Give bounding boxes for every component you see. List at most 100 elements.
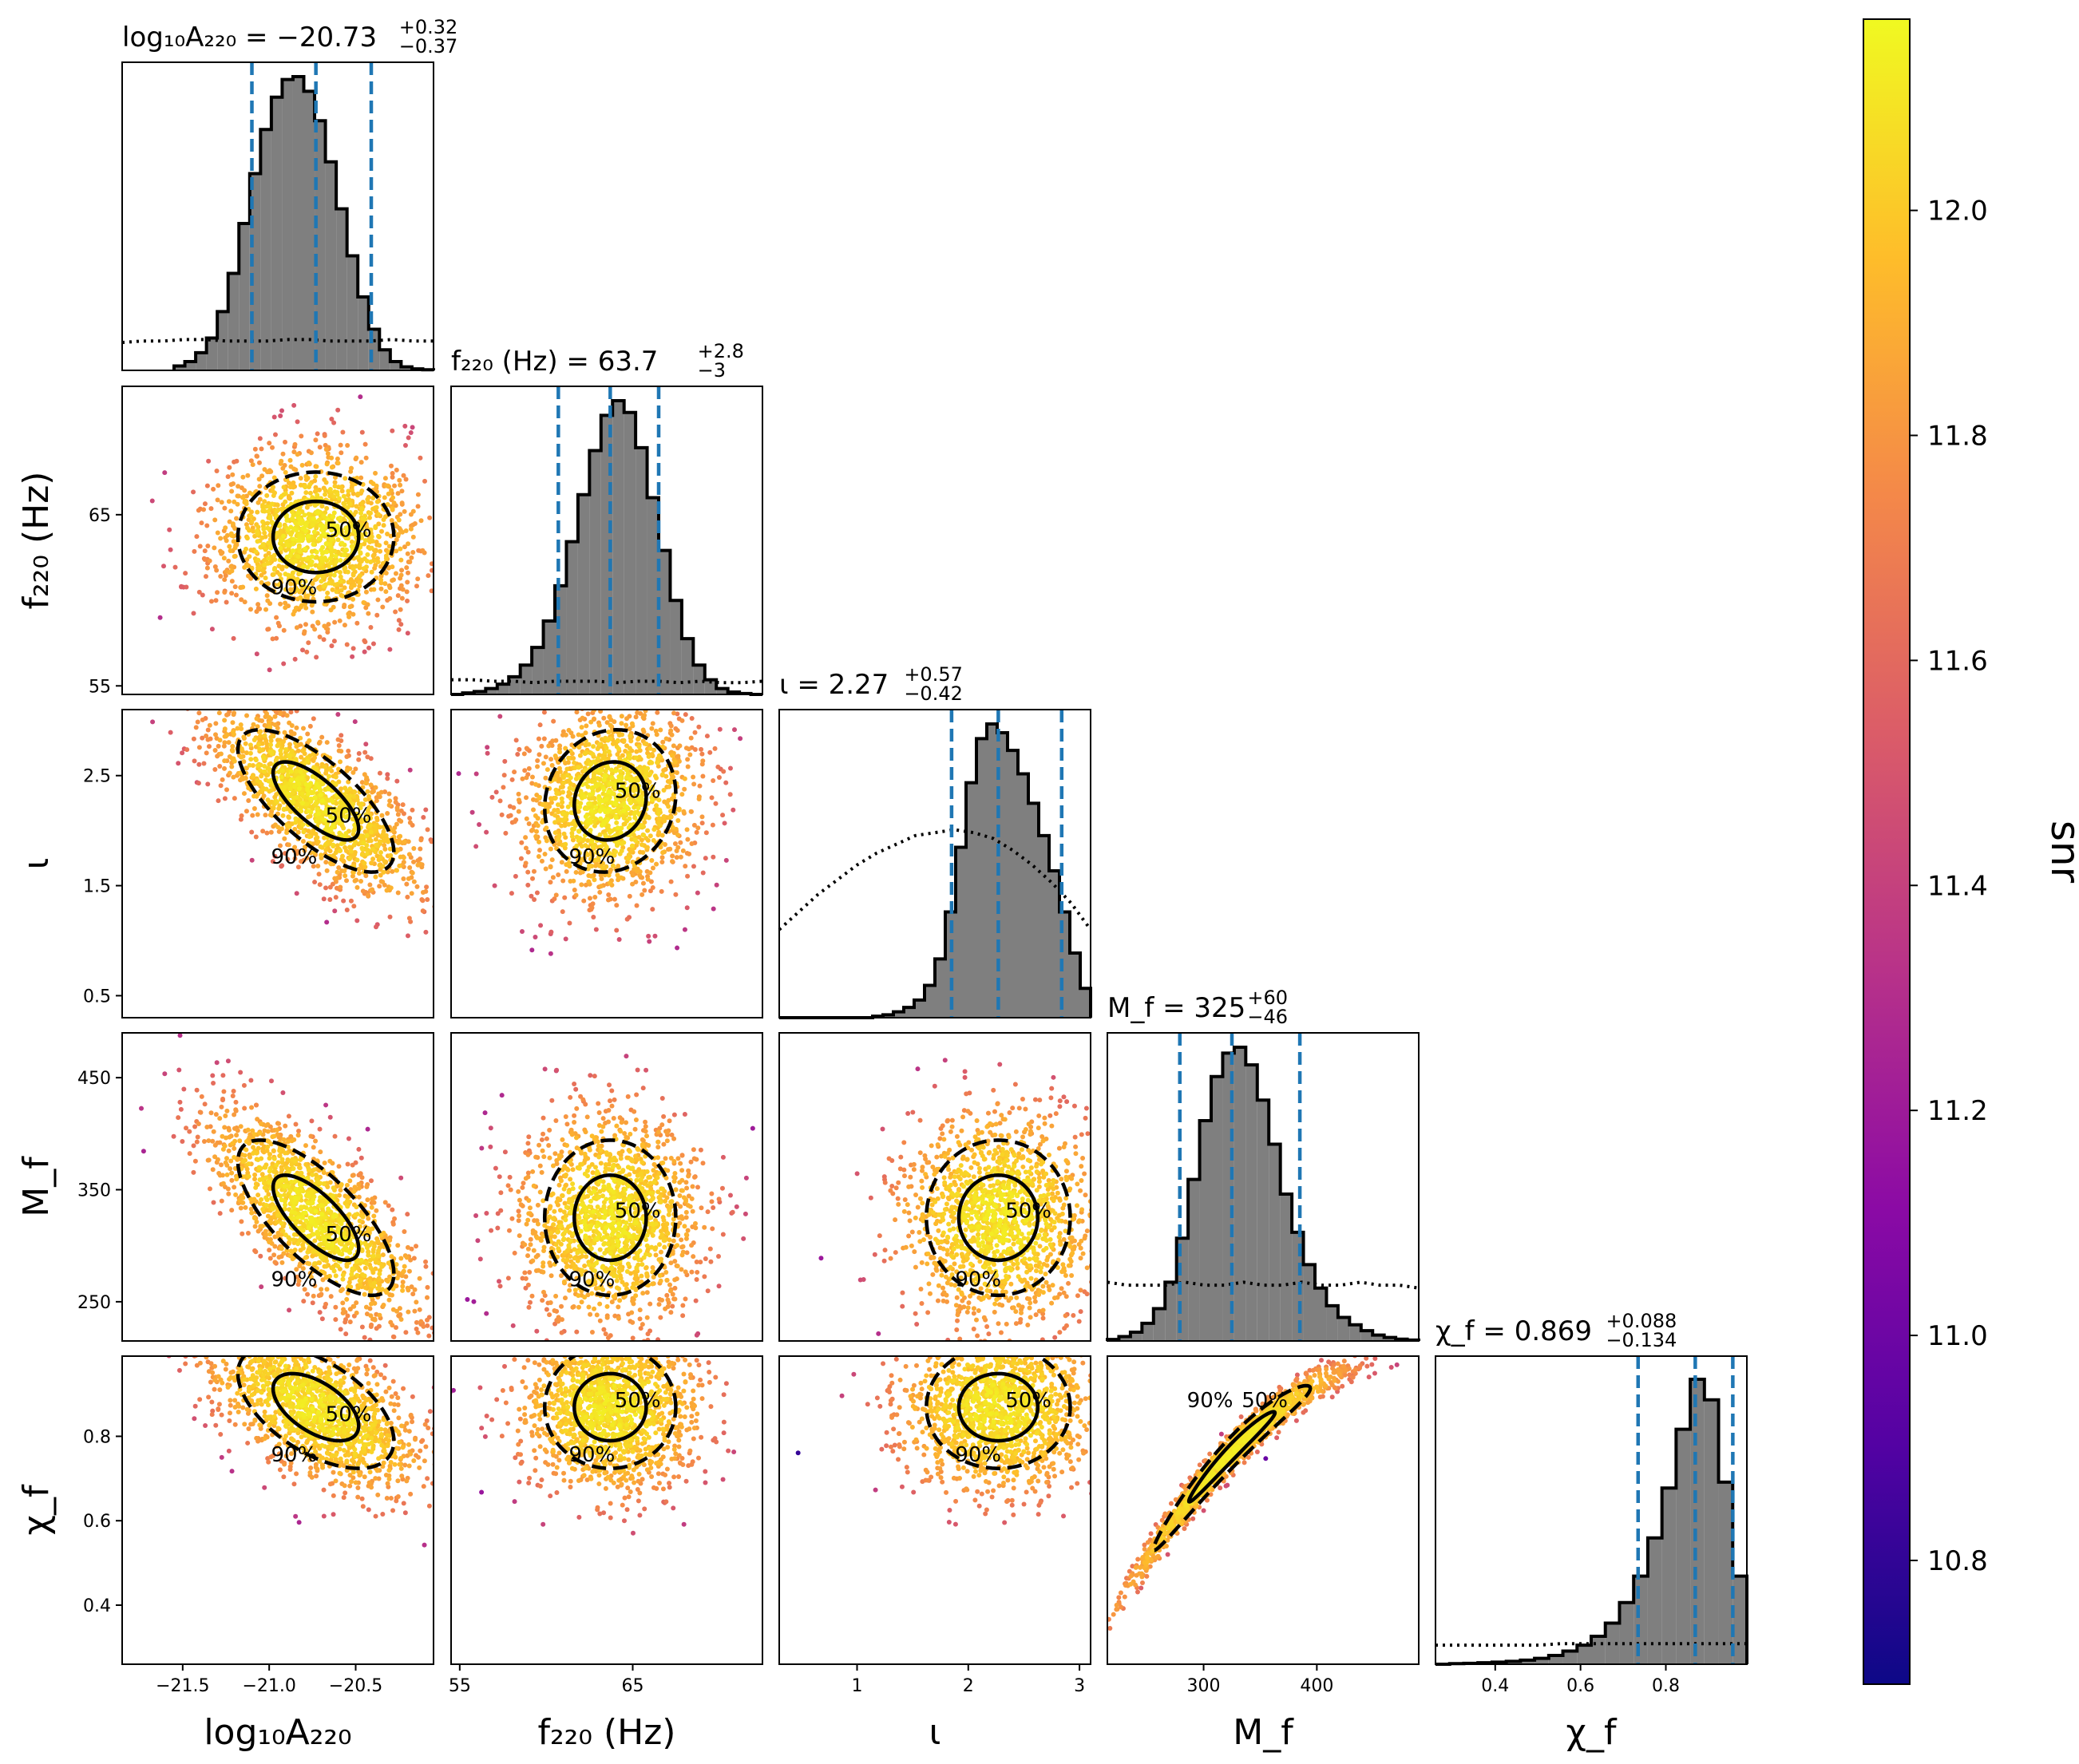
scatter-point xyxy=(695,825,701,831)
scatter-point xyxy=(216,798,221,804)
scatter-point xyxy=(689,840,695,846)
scatter-point xyxy=(265,520,271,526)
scatter-point xyxy=(592,823,597,829)
scatter-point xyxy=(519,840,525,845)
scatter-point xyxy=(350,1173,355,1178)
scatter-point xyxy=(229,1177,235,1183)
scatter-point xyxy=(254,716,259,722)
scatter-point xyxy=(315,864,321,869)
scatter-point xyxy=(344,642,350,647)
scatter-points xyxy=(150,680,434,939)
scatter-point xyxy=(228,564,234,569)
scatter-point xyxy=(295,419,300,425)
scatter-point xyxy=(312,880,318,885)
scatter-point xyxy=(260,507,266,512)
scatter-point xyxy=(386,802,392,808)
scatter-point xyxy=(264,492,270,498)
scatter-point xyxy=(318,1149,323,1155)
scatter-point xyxy=(616,746,621,752)
scatter-point xyxy=(716,775,722,781)
scatter-point xyxy=(580,710,585,711)
scatter-point xyxy=(319,579,324,584)
scatter-point xyxy=(374,612,380,618)
scatter-point xyxy=(559,860,564,865)
scatter-point xyxy=(438,516,443,521)
scatter-point xyxy=(307,834,312,840)
scatter-point xyxy=(402,839,407,844)
scatter-point xyxy=(311,516,316,521)
scatter-point xyxy=(637,872,643,878)
scatter-point xyxy=(228,548,233,553)
scatter-point xyxy=(200,680,205,685)
hist-bar xyxy=(612,401,624,694)
scatter-point xyxy=(595,756,600,761)
scatter-point xyxy=(248,757,254,762)
scatter-point xyxy=(282,780,287,785)
scatter-point xyxy=(390,495,396,500)
scatter-point xyxy=(688,809,694,814)
scatter-point xyxy=(644,701,649,706)
scatter-point xyxy=(688,735,694,741)
scatter-point xyxy=(231,1088,236,1094)
scatter-point xyxy=(289,748,295,753)
scatter-point xyxy=(364,1184,370,1189)
scatter-point xyxy=(313,1138,319,1144)
scatter-point xyxy=(669,732,675,738)
scatter-point xyxy=(307,723,313,729)
contour-label-90: 90% xyxy=(271,845,318,869)
scatter-point xyxy=(287,742,292,747)
scatter-point xyxy=(543,775,548,781)
scatter-point xyxy=(322,817,327,823)
scatter-point xyxy=(390,1207,395,1212)
scatter-point xyxy=(311,529,317,535)
scatter-point xyxy=(295,829,301,835)
scatter-point xyxy=(361,566,366,572)
scatter-point xyxy=(286,815,291,821)
scatter-point xyxy=(603,769,608,774)
scatter-point xyxy=(711,906,716,912)
scatter-point xyxy=(612,896,617,902)
scatter-point xyxy=(576,745,582,750)
scatter-point xyxy=(420,548,426,553)
scatter-point xyxy=(518,856,524,861)
hist-bar xyxy=(520,665,533,694)
scatter-point xyxy=(287,786,293,792)
scatter-point xyxy=(249,509,255,515)
scatter-point xyxy=(336,743,342,749)
scatter-point xyxy=(426,1333,432,1339)
scatter-point xyxy=(180,1138,185,1144)
scatter-point xyxy=(618,875,624,880)
scatter-point xyxy=(416,548,422,553)
scatter-point xyxy=(393,609,398,615)
scatter-point xyxy=(342,566,347,572)
scatter-point xyxy=(453,576,457,581)
scatter-point xyxy=(304,649,310,655)
scatter-point xyxy=(618,830,624,836)
scatter-point xyxy=(373,785,378,790)
scatter-point xyxy=(239,726,244,731)
scatter-point xyxy=(402,508,407,514)
scatter-point xyxy=(382,495,387,500)
scatter-point xyxy=(414,1327,419,1332)
scatter-point xyxy=(374,924,379,930)
scatter-point xyxy=(346,611,351,617)
scatter-point xyxy=(576,837,582,842)
scatter-point xyxy=(399,529,405,535)
scatter-point xyxy=(334,589,339,595)
scatter-point xyxy=(548,880,553,885)
scatter-point xyxy=(373,548,378,553)
scatter-point xyxy=(300,1266,306,1272)
scatter-point xyxy=(289,490,295,496)
scatter-point xyxy=(287,753,292,758)
scatter-point xyxy=(671,743,676,749)
scatter-point xyxy=(713,801,719,806)
scatter-point xyxy=(277,843,283,848)
scatter-point xyxy=(385,811,390,817)
scatter-point xyxy=(373,842,378,848)
scatter-point xyxy=(398,557,404,563)
scatter-point xyxy=(267,441,272,446)
scatter-point xyxy=(316,872,322,877)
hist-bar xyxy=(390,361,402,370)
hist-bar xyxy=(1008,750,1018,1018)
scatter-point xyxy=(444,429,449,434)
